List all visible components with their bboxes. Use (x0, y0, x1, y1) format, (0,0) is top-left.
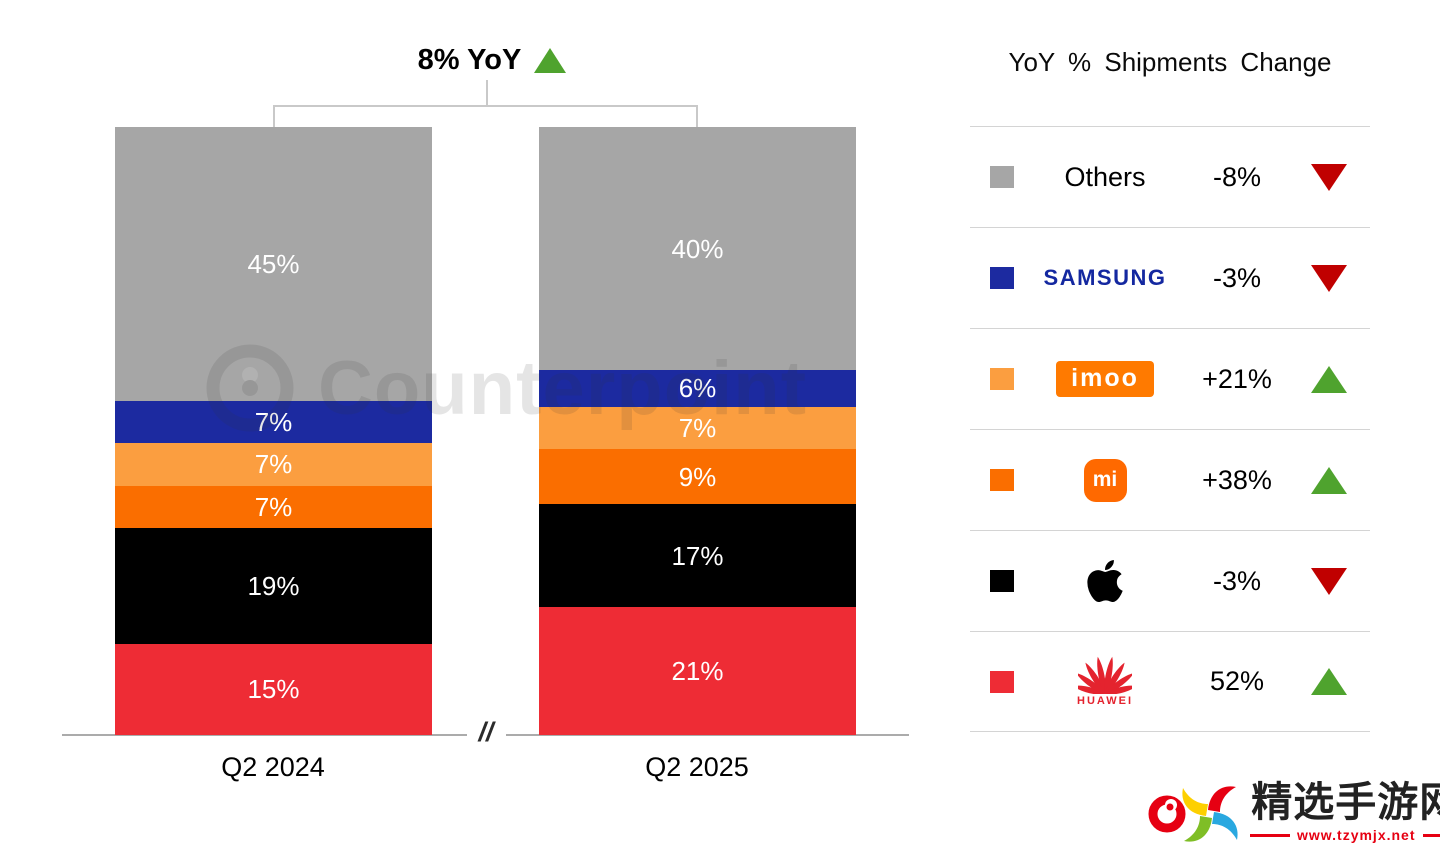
bar-segment-value: 7% (254, 406, 293, 437)
bar-segment-value: 21% (671, 656, 724, 687)
stacked-bar-q2-2024: 45% 7% 7% 7% 19% 15% (115, 127, 432, 735)
legend-row-imoo: imoo +21% (970, 328, 1370, 429)
apple-logo-icon (1087, 560, 1123, 602)
bracket-tick-left (273, 105, 275, 128)
change-value-samsung: -3% (1212, 262, 1261, 293)
bar-segment-others: 45% (115, 127, 432, 401)
site-url: www.tzymjx.net (1297, 827, 1416, 844)
samsung-wordmark: SAMSUNG (1043, 265, 1167, 290)
bar-segment-apple: 19% (115, 528, 432, 644)
legend-row-huawei: HUAWEI 52% (970, 631, 1370, 732)
change-value-imoo: +21% (1202, 363, 1272, 394)
legend-swatch-others (990, 166, 1014, 188)
bar-segment-imoo: 7% (539, 406, 856, 450)
legend-row-others: Others -8% (970, 126, 1370, 227)
imoo-logo: imoo (1056, 361, 1154, 397)
bar-segment-value: 6% (678, 373, 717, 404)
legend-swatch-samsung (990, 267, 1014, 289)
bar-segment-value: 7% (254, 449, 293, 480)
legend-title: YoY % Shipments Change (1008, 47, 1332, 77)
bar-segment-value: 19% (247, 570, 300, 601)
bracket-tick-right (696, 105, 698, 128)
trend-up-icon (1311, 466, 1347, 494)
bar-segment-value: 17% (671, 540, 724, 571)
bar-segment-value: 7% (678, 412, 717, 443)
trend-up-icon (1311, 365, 1347, 393)
site-name: 精选手游网 (1251, 778, 1440, 825)
bar-segment-samsung: 6% (539, 370, 856, 407)
chart-title-text: 8% YoY (417, 44, 522, 76)
xiaomi-logo-icon: mi (1083, 458, 1127, 502)
bar-segment-xiaomi: 9% (539, 449, 856, 504)
url-dash-right (1422, 833, 1440, 837)
bar-segment-huawei: 21% (539, 607, 856, 735)
trend-down-icon (1311, 163, 1347, 191)
bar-segment-value: 15% (247, 674, 300, 705)
legend-swatch-huawei (990, 670, 1014, 693)
bar-segment-apple: 17% (539, 503, 856, 608)
bar-segment-value: 7% (254, 491, 293, 522)
change-value-huawei: 52% (1209, 666, 1265, 696)
stacked-bar-q2-2025: 40% 6% 7% 9% 17% 21% (539, 127, 856, 735)
legend-row-xiaomi: mi +38% (970, 429, 1370, 530)
bracket-bar (273, 105, 698, 107)
x-axis-label-q2-2025: Q2 2025 (645, 752, 749, 782)
x-axis-line-left (62, 734, 467, 736)
legend-row-apple: -3% (970, 530, 1370, 631)
bracket-stem (486, 80, 488, 106)
others-label: Others (1064, 161, 1146, 192)
legend-swatch-imoo (990, 368, 1014, 390)
trend-down-icon (1311, 567, 1347, 595)
bar-segment-value: 40% (671, 233, 724, 264)
bar-segment-samsung: 7% (115, 400, 432, 444)
huawei-wordmark: HUAWEI (1077, 695, 1133, 707)
huawei-logo-icon (1078, 656, 1132, 694)
bar-segment-value: 9% (678, 461, 717, 492)
legend-row-samsung: SAMSUNG -3% (970, 227, 1370, 328)
axis-break-mark: // (478, 717, 494, 747)
bar-segment-huawei: 15% (115, 643, 432, 735)
change-value-xiaomi: +38% (1202, 464, 1272, 495)
site-logo-footer: 精选手游网 www.tzymjx.net (1146, 774, 1440, 850)
site-logo-icon (1148, 786, 1238, 842)
bar-segment-others: 40% (539, 127, 856, 371)
change-value-apple: -3% (1212, 565, 1261, 596)
legend-panel: Others -8% SAMSUNG -3% imoo +21% mi +38% (970, 126, 1370, 732)
legend-swatch-xiaomi (990, 469, 1014, 491)
x-axis-line-right (506, 734, 909, 736)
legend-swatch-apple (990, 570, 1014, 592)
x-axis-label-q2-2024: Q2 2024 (221, 752, 325, 782)
url-dash-left (1250, 833, 1290, 837)
chart-title: 8% YoY (332, 44, 652, 77)
bar-segment-value: 45% (247, 248, 300, 279)
bar-segment-xiaomi: 7% (115, 485, 432, 529)
up-triangle-icon (534, 48, 567, 73)
bar-segment-imoo: 7% (115, 443, 432, 486)
trend-down-icon (1311, 264, 1347, 292)
trend-up-icon (1311, 668, 1347, 695)
change-value-others: -8% (1212, 161, 1261, 192)
